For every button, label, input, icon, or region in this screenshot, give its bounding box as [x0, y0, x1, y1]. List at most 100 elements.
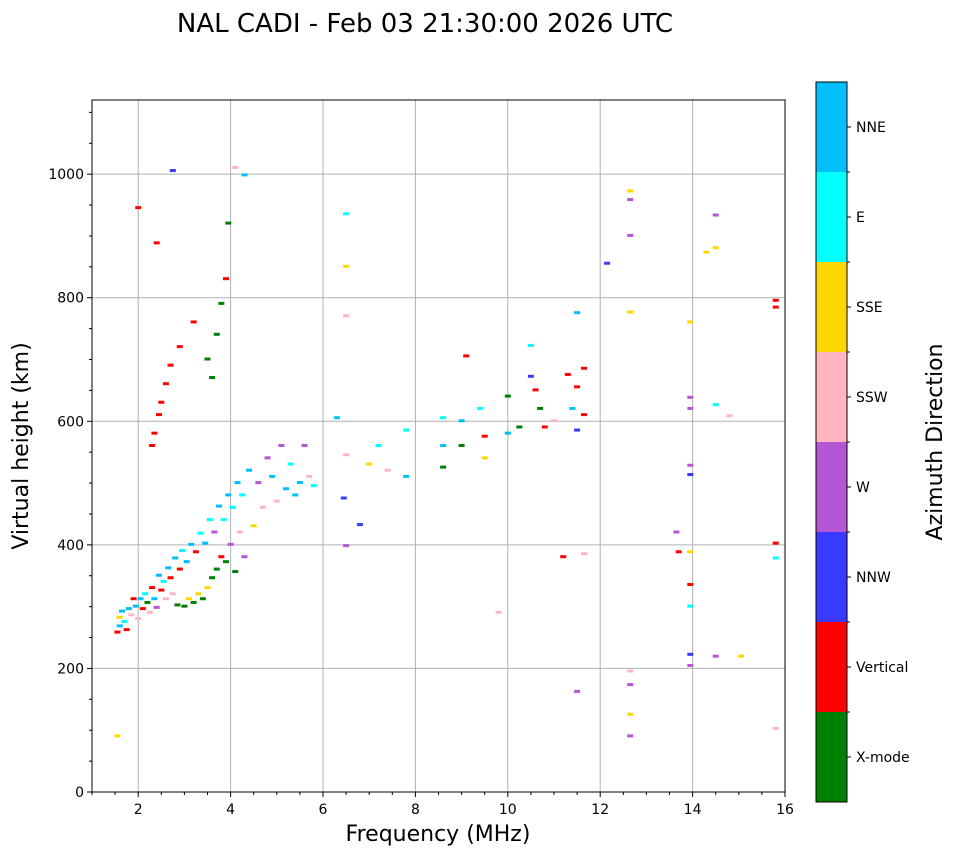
data-point: [241, 555, 248, 559]
data-point: [259, 505, 266, 509]
data-point: [202, 541, 209, 545]
data-point: [574, 428, 581, 432]
data-point: [146, 610, 153, 614]
data-point: [440, 416, 447, 420]
colorbar-frame: [815, 81, 848, 803]
data-point: [384, 468, 391, 472]
data-point: [119, 609, 126, 613]
grid-lines: [92, 100, 786, 793]
data-point: [142, 592, 149, 596]
data-point: [273, 499, 280, 503]
data-point: [687, 583, 694, 587]
data-point: [225, 493, 232, 497]
data-point: [167, 363, 174, 367]
data-point: [220, 518, 227, 522]
data-point: [218, 555, 225, 559]
x-tick-label: 12: [591, 802, 609, 818]
data-point: [199, 597, 206, 601]
data-point: [627, 712, 634, 716]
data-point: [188, 542, 195, 546]
data-point: [627, 198, 634, 202]
data-point: [172, 556, 179, 560]
data-point: [158, 588, 165, 592]
y-tick-label: 600: [57, 414, 84, 430]
data-point: [687, 320, 694, 324]
data-point: [687, 550, 694, 554]
data-point: [158, 400, 165, 404]
data-point: [627, 734, 634, 738]
data-point: [181, 604, 188, 608]
data-point: [125, 607, 132, 611]
x-tick-label: 16: [776, 802, 794, 818]
data-point: [673, 530, 680, 534]
data-point: [306, 474, 313, 478]
data-point: [772, 541, 779, 545]
data-point: [213, 567, 220, 571]
data-point: [296, 481, 303, 485]
colorbar-label: Azimuth Direction: [923, 343, 948, 540]
data-point: [137, 597, 144, 601]
data-point: [504, 431, 511, 435]
data-point: [366, 462, 373, 466]
y-tick-label: 800: [57, 291, 84, 307]
data-point: [477, 406, 484, 410]
data-point: [222, 560, 229, 564]
data-point: [564, 372, 571, 376]
data-point: [225, 221, 232, 225]
data-point: [403, 474, 410, 478]
data-point: [114, 734, 121, 738]
data-point: [116, 615, 123, 619]
data-point: [440, 465, 447, 469]
y-tick-label: 200: [57, 661, 84, 677]
data-point: [738, 654, 745, 658]
data-point: [343, 314, 350, 318]
data-point: [569, 406, 576, 410]
azimuth-colorbar: X-mode Vertical NNW W SSW SSE E NNE: [815, 81, 910, 803]
plot-frame: [91, 99, 786, 793]
data-point: [174, 603, 181, 607]
data-point: [703, 250, 710, 254]
data-point: [149, 586, 156, 590]
chart-title: NAL CADI - Feb 03 21:30:00 2026 UTC: [177, 9, 673, 39]
data-point: [144, 600, 151, 604]
data-point: [772, 556, 779, 560]
data-point: [541, 425, 548, 429]
data-point: [128, 613, 135, 617]
x-axis-ticks: 2 4 6 8 10 12 14 16: [91, 792, 794, 818]
data-point: [343, 264, 350, 268]
data-point: [160, 579, 167, 583]
data-point: [356, 523, 363, 527]
data-point: [229, 505, 236, 509]
data-point: [403, 428, 410, 432]
data-point: [216, 504, 223, 508]
data-point: [516, 425, 523, 429]
data-point: [162, 597, 169, 601]
data-point: [687, 406, 694, 410]
x-tick-label: 10: [499, 802, 517, 818]
data-point: [343, 212, 350, 216]
x-tick-label: 8: [411, 802, 420, 818]
data-point: [726, 414, 733, 418]
data-point: [176, 567, 183, 571]
data-point: [190, 320, 197, 324]
data-point: [458, 419, 465, 423]
data-point: [527, 374, 534, 378]
data-point: [343, 453, 350, 457]
data-point: [712, 403, 719, 407]
colorbar-tick-label: X-mode: [856, 750, 910, 766]
data-point: [250, 524, 257, 528]
data-point: [165, 566, 172, 570]
x-tick-label: 4: [226, 802, 235, 818]
data-point: [169, 592, 176, 596]
data-point: [195, 592, 202, 596]
colorbar-tick-label: SSW: [856, 390, 888, 406]
data-point: [239, 493, 246, 497]
data-point: [527, 343, 534, 347]
data-point: [375, 444, 382, 447]
data-point: [687, 652, 694, 656]
y-axis-ticks: 0 200 400 600 800 1000: [48, 111, 92, 801]
data-point: [574, 689, 581, 693]
data-point: [264, 456, 271, 460]
data-point: [227, 542, 234, 546]
data-point: [687, 395, 694, 399]
